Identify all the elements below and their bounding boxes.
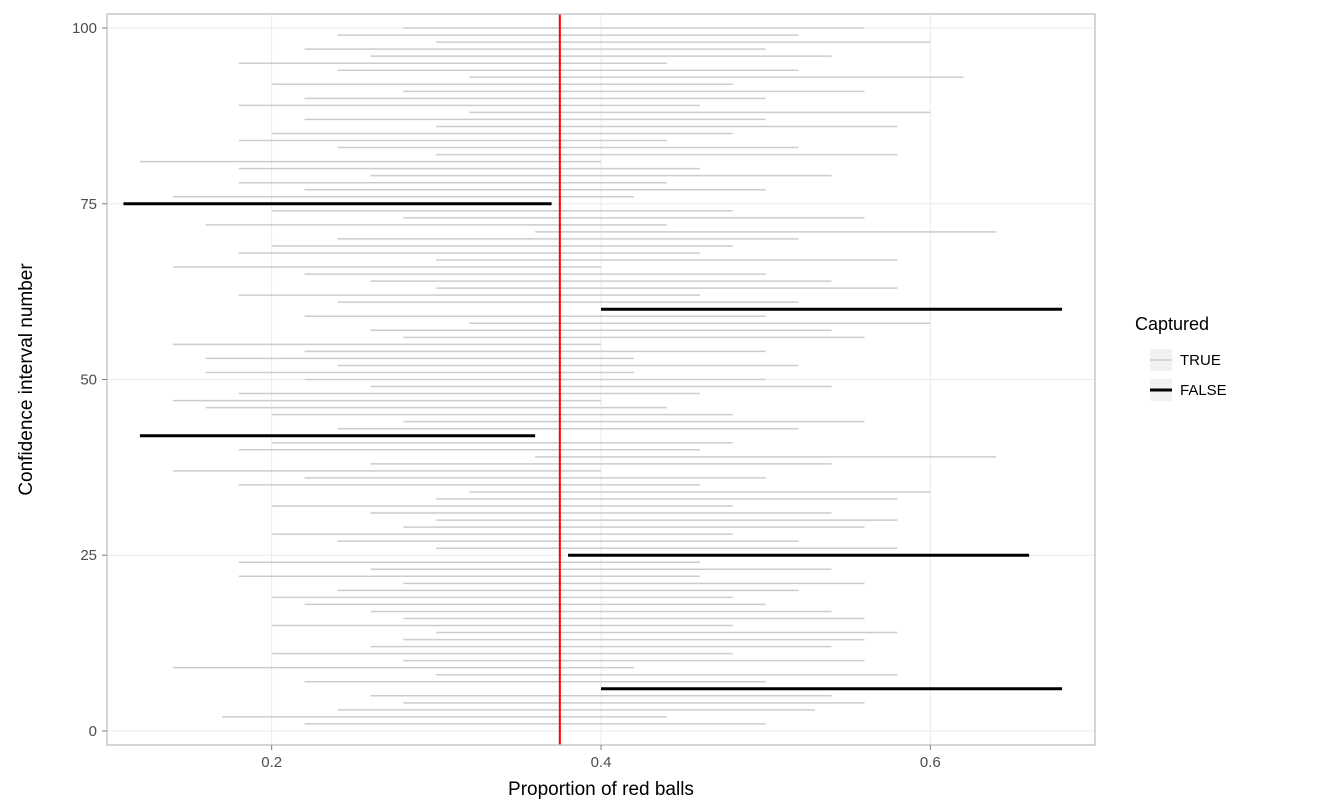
x-tick-label: 0.2: [261, 754, 282, 771]
x-axis-label: Proportion of red balls: [508, 779, 694, 800]
legend-item-label: TRUE: [1180, 352, 1221, 369]
y-tick-label: 25: [80, 547, 97, 564]
legend-item-label: FALSE: [1180, 382, 1227, 399]
y-tick-label: 0: [89, 723, 97, 740]
x-tick-label: 0.4: [591, 754, 612, 771]
y-tick-label: 100: [72, 20, 97, 37]
y-tick-label: 50: [80, 372, 97, 389]
confidence-interval-chart: 0.2 0.4 0.6 0 25 50 75 100 Proportion of red bal…: [0, 0, 1344, 806]
x-tick-label: 0.6: [920, 754, 941, 771]
legend-title: Captured: [1135, 314, 1209, 334]
y-axis-label: Confidence interval number: [16, 263, 37, 496]
y-tick-label: 75: [80, 196, 97, 213]
chart-svg: 0.2 0.4 0.6 0 25 50 75 100 Proportion of red bal…: [0, 0, 1344, 806]
